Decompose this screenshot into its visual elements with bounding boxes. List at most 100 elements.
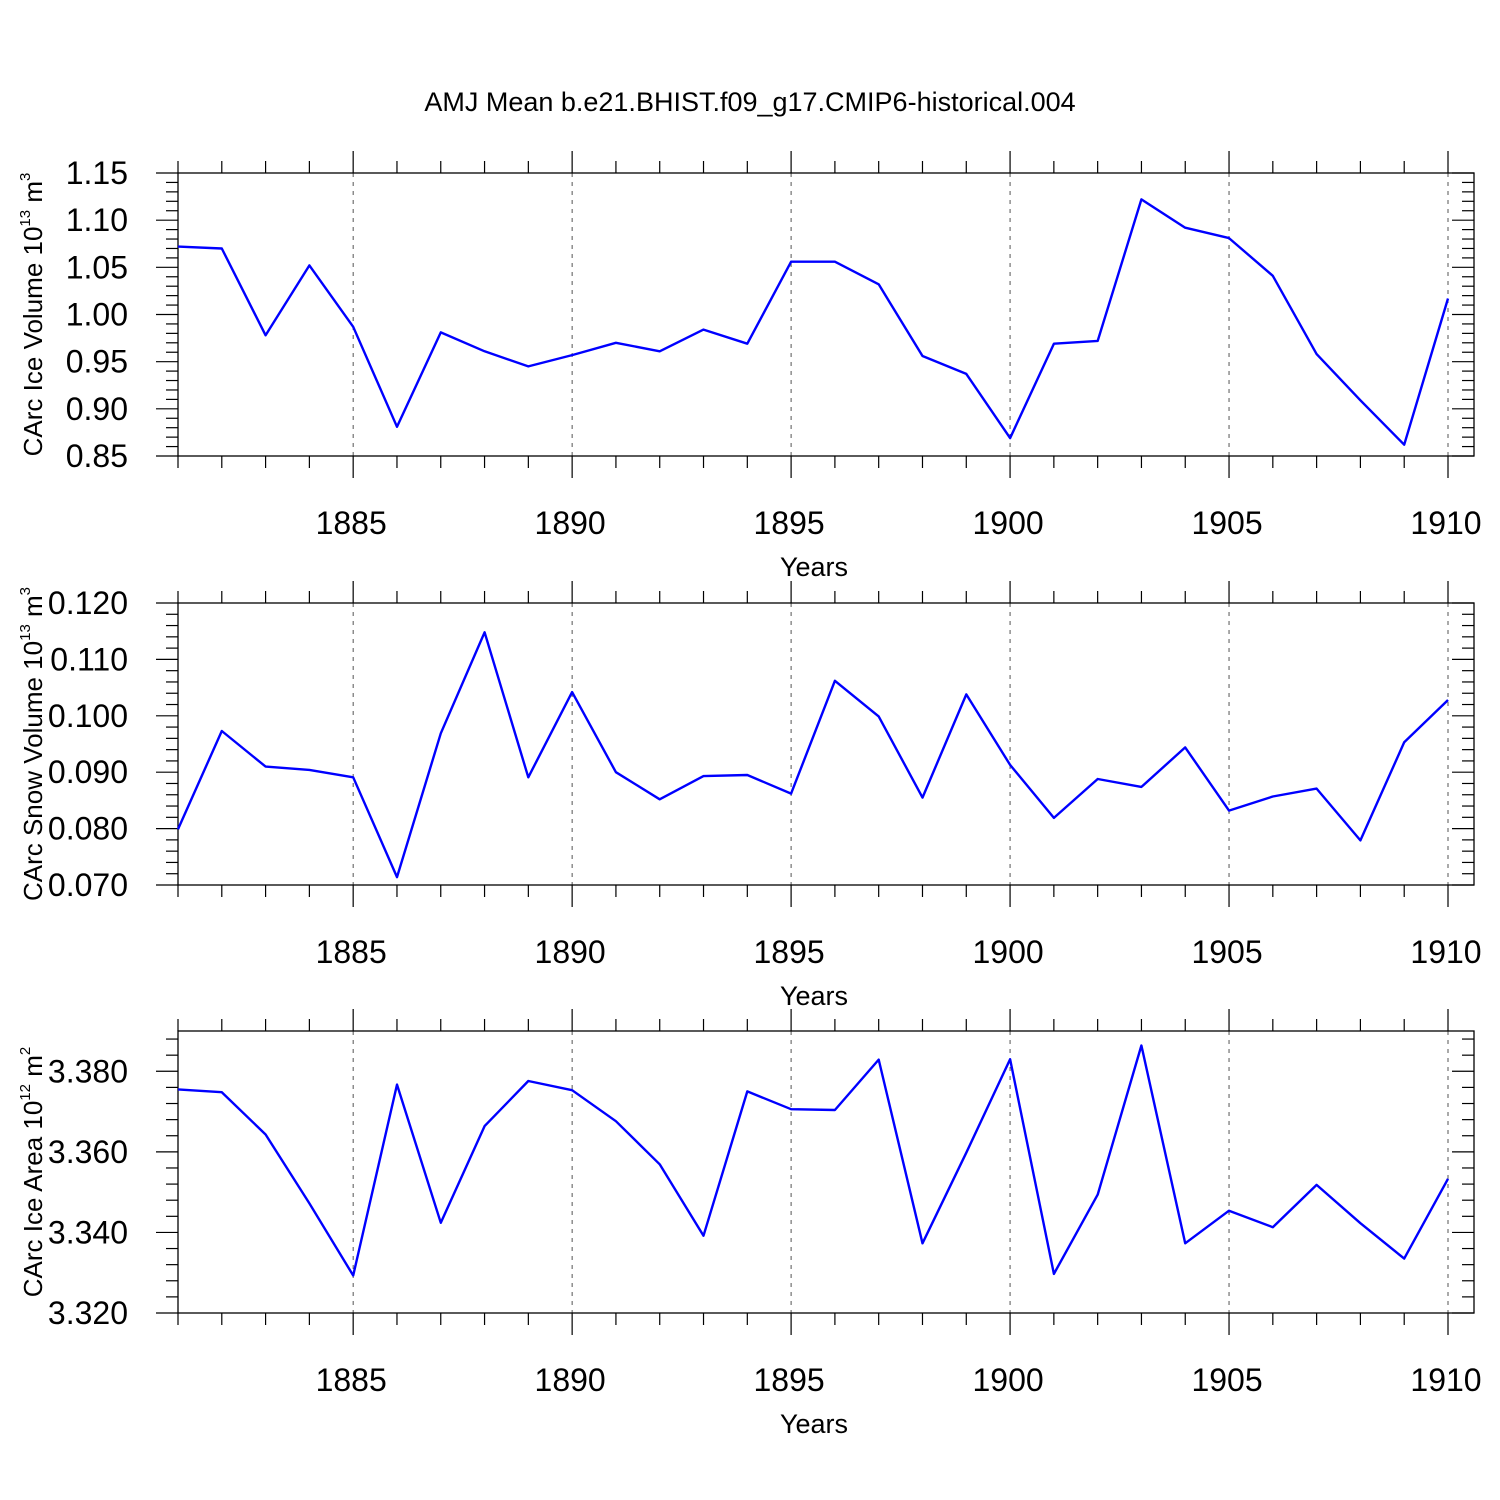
data-point xyxy=(1402,443,1406,447)
x-axis-label: Years xyxy=(780,552,848,582)
data-point xyxy=(1008,763,1012,767)
y-axis-label-unit-exponent: 3 xyxy=(17,587,34,595)
data-point xyxy=(176,827,180,831)
x-tick-label: 1885 xyxy=(316,934,387,970)
series-line xyxy=(177,198,1450,446)
data-point xyxy=(1227,809,1231,813)
y-tick-label: 0.120 xyxy=(48,585,128,621)
data-point xyxy=(658,349,662,353)
data-point xyxy=(351,325,355,329)
y-tick-label: 0.070 xyxy=(48,867,128,903)
series-line xyxy=(176,631,1449,879)
data-point xyxy=(702,328,706,332)
data-point xyxy=(658,797,662,801)
panel-2: 1885 1890 1895 1900 1905 1910 0.070 0.080 0.090 0… xyxy=(17,581,1482,1011)
x-tick-label: 1885 xyxy=(316,1362,387,1398)
data-point xyxy=(307,263,311,267)
y-axis-label-exponent: 13 xyxy=(17,210,34,227)
y-axis-label-text: CArc Ice Area 10 xyxy=(18,1101,48,1298)
data-point xyxy=(1008,436,1012,440)
y-tick-label: 3.380 xyxy=(48,1053,128,1089)
data-point xyxy=(1139,1044,1143,1048)
x-tick-label: 1905 xyxy=(1191,1362,1262,1398)
data-point xyxy=(1271,794,1275,798)
data-point xyxy=(307,1201,311,1205)
data-point xyxy=(264,765,268,769)
y-axis-label-unit-exponent: 2 xyxy=(17,1047,34,1055)
data-point xyxy=(1446,1177,1450,1181)
y-tick-label: 1.00 xyxy=(66,297,128,333)
plot-frame xyxy=(177,602,1475,886)
x-tick-label: 1905 xyxy=(1191,505,1262,541)
data-point xyxy=(614,341,618,345)
data-point xyxy=(745,1089,749,1093)
x-tick-label: 1895 xyxy=(754,505,825,541)
y-axis-label-exponent: 12 xyxy=(17,1084,34,1101)
data-point xyxy=(176,245,180,249)
x-axis-label: Years xyxy=(780,1409,848,1439)
data-point xyxy=(833,260,837,264)
data-point xyxy=(1227,236,1231,240)
data-point xyxy=(220,246,224,250)
data-point xyxy=(702,1234,706,1238)
y-axis-label-unit: m xyxy=(18,181,48,210)
data-point xyxy=(833,1108,837,1112)
data-point xyxy=(395,875,399,879)
data-point xyxy=(833,679,837,683)
y-tick-label: 0.95 xyxy=(66,344,128,380)
data-point xyxy=(1139,785,1143,789)
data-point xyxy=(1052,1272,1056,1276)
data-point xyxy=(964,1151,968,1155)
data-point xyxy=(702,774,706,778)
data-point xyxy=(526,364,530,368)
x-tick-label: 1890 xyxy=(535,1362,606,1398)
data-point xyxy=(1183,745,1187,749)
data-point xyxy=(964,692,968,696)
data-point xyxy=(614,770,618,774)
y-tick-label: 0.110 xyxy=(50,641,128,677)
y-axis-label: CArc Ice Area 1012 m2 xyxy=(17,1047,48,1297)
x-tick-label: 1900 xyxy=(972,505,1043,541)
data-point xyxy=(920,796,924,800)
y-axis-label-exponent: 13 xyxy=(17,624,34,641)
data-point xyxy=(1315,352,1319,356)
data-point xyxy=(920,1241,924,1245)
data-point xyxy=(1315,1183,1319,1187)
data-point xyxy=(789,260,793,264)
data-point xyxy=(483,1124,487,1128)
data-point xyxy=(1271,274,1275,278)
data-point xyxy=(1271,1225,1275,1229)
y-tick-label: 1.10 xyxy=(66,202,128,238)
data-point xyxy=(439,330,443,334)
series-line xyxy=(177,1044,1450,1277)
y-axis-label-text: CArc Snow Volume 10 xyxy=(18,641,48,901)
data-point xyxy=(439,731,443,735)
data-point xyxy=(614,1119,618,1123)
data-point xyxy=(1096,339,1100,343)
data-point xyxy=(920,354,924,358)
data-point xyxy=(1052,342,1056,346)
data-point xyxy=(1227,1209,1231,1213)
data-point xyxy=(395,425,399,429)
x-tick-label: 1910 xyxy=(1410,1362,1481,1398)
data-point xyxy=(220,1090,224,1094)
y-axis-label-unit-exponent: 3 xyxy=(17,173,34,181)
y-tick-label: 3.340 xyxy=(48,1214,128,1250)
data-point xyxy=(351,775,355,779)
data-point xyxy=(1096,777,1100,781)
data-point xyxy=(526,775,530,779)
x-tick-label: 1910 xyxy=(1410,505,1481,541)
data-point xyxy=(307,768,311,772)
data-point xyxy=(1139,197,1143,201)
data-point xyxy=(1315,787,1319,791)
data-point xyxy=(264,333,268,337)
y-axis-label-text: CArc Ice Volume 10 xyxy=(18,227,48,457)
panel-3: 1885 1890 1895 1900 1905 1910 3.320 3.340 3.360 3… xyxy=(17,1009,1482,1439)
x-axis-label: Years xyxy=(780,981,848,1011)
y-tick-label: 3.360 xyxy=(48,1134,128,1170)
data-point xyxy=(483,349,487,353)
y-tick-label: 0.90 xyxy=(66,391,128,427)
data-point xyxy=(1183,1241,1187,1245)
data-point xyxy=(1402,740,1406,744)
